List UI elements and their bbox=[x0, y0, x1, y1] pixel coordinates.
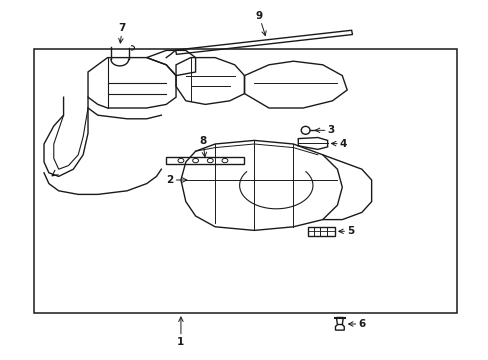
Text: 5: 5 bbox=[338, 226, 354, 236]
Text: 1: 1 bbox=[177, 317, 184, 347]
Bar bbox=[34, 49, 456, 313]
Text: 3: 3 bbox=[315, 125, 334, 135]
Bar bbox=[166, 157, 244, 164]
Text: 4: 4 bbox=[331, 139, 346, 149]
Text: 7: 7 bbox=[118, 23, 126, 43]
Text: 9: 9 bbox=[255, 11, 265, 36]
Text: 8: 8 bbox=[199, 136, 206, 157]
Text: 6: 6 bbox=[348, 319, 365, 329]
Bar bbox=[307, 227, 334, 236]
Text: 2: 2 bbox=[166, 175, 186, 185]
